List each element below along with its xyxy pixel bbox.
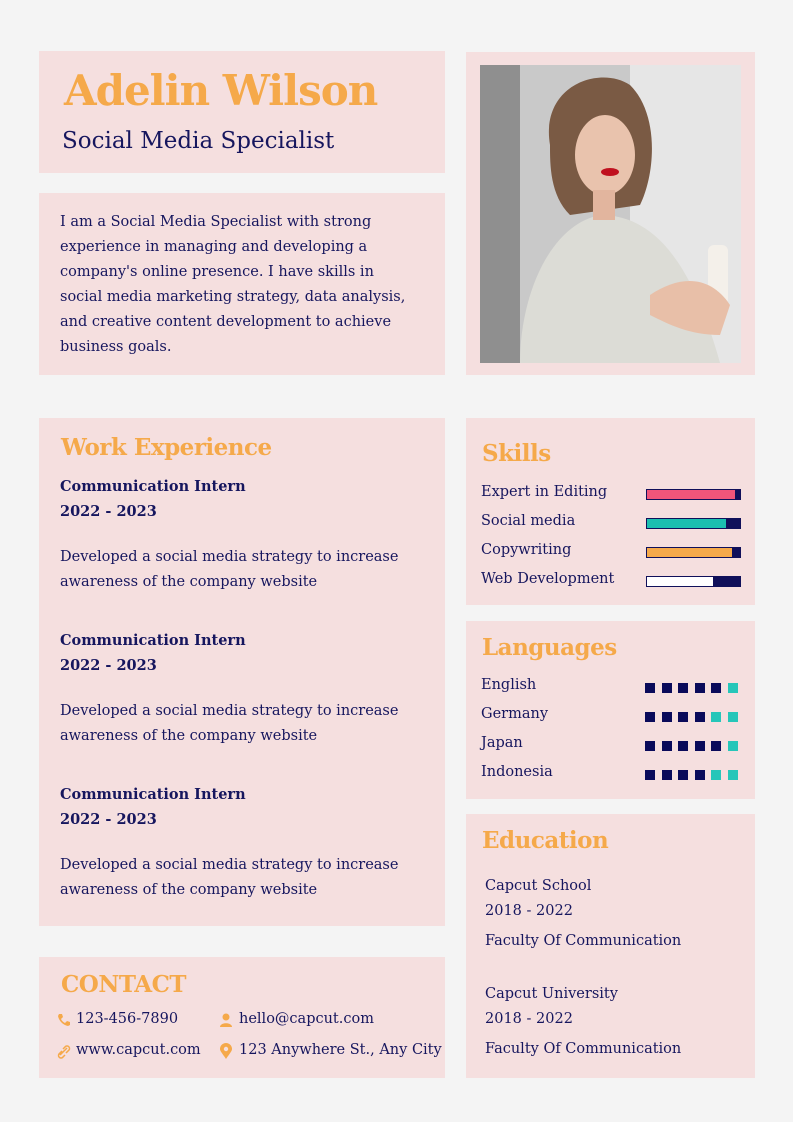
email: hello@capcut.com bbox=[239, 1011, 374, 1027]
phone-icon bbox=[58, 1014, 70, 1026]
skill-name: Social media bbox=[481, 513, 576, 529]
skills-panel bbox=[466, 418, 755, 605]
years: 2022 - 2023 bbox=[60, 657, 157, 674]
website: www.capcut.com bbox=[76, 1042, 201, 1058]
language-name: Japan bbox=[481, 735, 523, 751]
level-dot bbox=[727, 741, 738, 751]
level-dot bbox=[711, 712, 721, 722]
level-dot bbox=[661, 712, 672, 722]
language-level bbox=[645, 770, 745, 781]
level-dot bbox=[678, 683, 688, 693]
description: Developed a social media strategy to inc… bbox=[60, 703, 399, 744]
level-dot bbox=[661, 770, 672, 780]
summary-panel bbox=[39, 193, 445, 375]
role: Social Media Specialist bbox=[62, 128, 335, 154]
photo bbox=[480, 65, 741, 363]
phone: 123-456-7890 bbox=[76, 1011, 179, 1027]
language-level bbox=[645, 683, 745, 694]
years: 2022 - 2023 bbox=[60, 811, 157, 828]
years: 2022 - 2023 bbox=[60, 503, 157, 520]
description: Developed a social media strategy to inc… bbox=[60, 857, 399, 898]
level-dot bbox=[694, 712, 705, 722]
section-title: Languages bbox=[482, 634, 617, 661]
level-dot bbox=[694, 683, 705, 693]
years: 2018 - 2022 bbox=[485, 903, 573, 919]
description: Developed a social media strategy to inc… bbox=[60, 549, 399, 590]
section-title: CONTACT bbox=[61, 971, 187, 998]
education-panel bbox=[466, 814, 755, 1078]
school: Capcut University bbox=[485, 986, 618, 1002]
level-dot bbox=[711, 770, 721, 780]
faculty: Faculty Of Communication bbox=[485, 933, 682, 949]
skill-bar bbox=[646, 518, 727, 529]
language-level bbox=[645, 741, 745, 752]
language-name: Germany bbox=[481, 706, 549, 722]
skill-name: Expert in Editing bbox=[481, 484, 608, 500]
language-level bbox=[645, 712, 745, 723]
position: Communication Intern bbox=[60, 632, 246, 649]
level-dot bbox=[727, 683, 738, 693]
level-dot bbox=[678, 770, 688, 780]
level-dot bbox=[678, 712, 688, 722]
language-name: Indonesia bbox=[481, 764, 553, 780]
address: 123 Anywhere St., Any City bbox=[239, 1042, 442, 1058]
level-dot bbox=[645, 741, 655, 751]
work-panel bbox=[39, 418, 445, 926]
school: Capcut School bbox=[485, 878, 592, 894]
section-title: Work Experience bbox=[61, 434, 272, 461]
level-dot bbox=[694, 741, 705, 751]
level-dot bbox=[678, 741, 688, 751]
link-icon bbox=[57, 1045, 71, 1059]
years: 2018 - 2022 bbox=[485, 1011, 573, 1027]
section-title: Skills bbox=[482, 440, 551, 467]
summary: I am a Social Media Specialist with stro… bbox=[60, 214, 406, 355]
level-dot bbox=[661, 741, 672, 751]
level-dot bbox=[727, 712, 738, 722]
level-dot bbox=[661, 683, 672, 693]
person-icon bbox=[220, 1013, 232, 1027]
header-panel bbox=[39, 51, 445, 173]
level-dot bbox=[711, 683, 721, 693]
level-dot bbox=[694, 770, 705, 780]
skill-name: Copywriting bbox=[481, 542, 572, 558]
position: Communication Intern bbox=[60, 786, 246, 803]
level-dot bbox=[727, 770, 738, 780]
skill-name: Web Development bbox=[481, 571, 615, 587]
skill-bar bbox=[646, 489, 737, 500]
skill-bar bbox=[646, 547, 734, 558]
languages-panel bbox=[466, 621, 755, 799]
language-name: English bbox=[481, 677, 537, 693]
level-dot bbox=[711, 741, 721, 751]
level-dot bbox=[645, 770, 655, 780]
level-dot bbox=[645, 683, 655, 693]
section-title: Education bbox=[482, 827, 609, 854]
level-dot bbox=[645, 712, 655, 722]
contact-panel bbox=[39, 957, 445, 1078]
position: Communication Intern bbox=[60, 478, 246, 495]
faculty: Faculty Of Communication bbox=[485, 1041, 682, 1057]
skill-bar bbox=[646, 576, 715, 587]
location-icon bbox=[220, 1043, 232, 1059]
name: Adelin Wilson bbox=[64, 66, 378, 115]
